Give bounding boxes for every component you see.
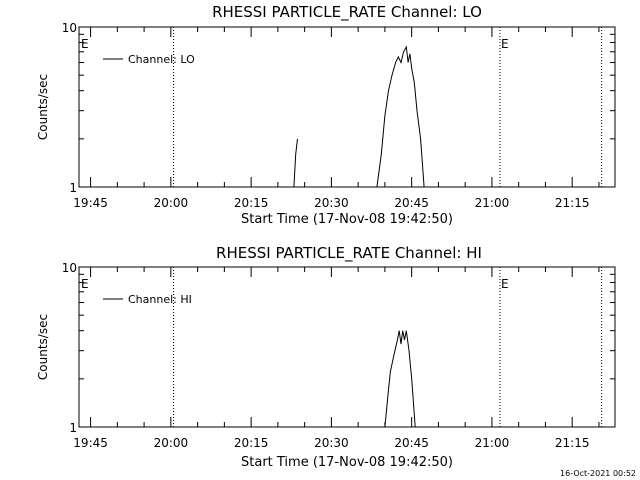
x-tick-label: 20:00 <box>154 196 189 210</box>
plot-frame <box>78 26 616 188</box>
series-line-segment <box>384 330 416 428</box>
edge-marker-label: E <box>81 37 89 51</box>
chart-panel-lo: RHESSI PARTICLE_RATE Channel: LO Counts/… <box>36 3 616 227</box>
x-tick-label: 20:00 <box>154 436 189 450</box>
x-tick-label: 20:45 <box>394 436 429 450</box>
x-tick-label: 19:45 <box>73 196 108 210</box>
plot-frame <box>78 266 616 428</box>
footer-timestamp: 16-Oct-2021 00:52 <box>560 469 636 478</box>
y-tick-label-min: 1 <box>69 421 77 435</box>
x-tick-label: 21:15 <box>555 196 590 210</box>
x-tick-label: 20:30 <box>314 196 349 210</box>
series-line-segment <box>376 45 425 188</box>
legend: Channel: HI <box>103 293 192 306</box>
event-marker-label: E <box>501 277 509 291</box>
legend-entry: Channel: LO <box>128 53 195 66</box>
x-tick-label: 20:15 <box>234 436 269 450</box>
x-tick-label: 21:00 <box>475 436 510 450</box>
y-axis-label: Counts/sec <box>36 74 50 140</box>
x-axis-label: Start Time (17-Nov-08 19:42:50) <box>241 212 453 227</box>
chart-title: RHESSI PARTICLE_RATE Channel: HI <box>216 244 482 263</box>
y-tick-label-max: 10 <box>62 21 77 35</box>
x-tick-label: 20:15 <box>234 196 269 210</box>
chart-panel-hi: RHESSI PARTICLE_RATE Channel: HI Counts/… <box>36 244 616 470</box>
edge-marker-label: E <box>81 277 89 291</box>
chart-title: RHESSI PARTICLE_RATE Channel: LO <box>212 3 482 22</box>
x-tick-label: 20:45 <box>394 196 429 210</box>
x-tick-label: 21:15 <box>555 436 590 450</box>
legend: Channel: LO <box>103 53 195 66</box>
y-tick-label-min: 1 <box>69 181 77 195</box>
x-tick-label: 19:45 <box>73 436 108 450</box>
y-axis-label: Counts/sec <box>36 314 50 380</box>
event-marker-label: E <box>501 37 509 51</box>
x-tick-label: 21:00 <box>475 196 510 210</box>
x-axis-label: Start Time (17-Nov-08 19:42:50) <box>241 455 453 470</box>
x-tick-label: 20:30 <box>314 436 349 450</box>
y-tick-label-max: 10 <box>62 261 77 275</box>
legend-entry: Channel: HI <box>128 293 192 306</box>
series-line-segment <box>293 138 298 188</box>
